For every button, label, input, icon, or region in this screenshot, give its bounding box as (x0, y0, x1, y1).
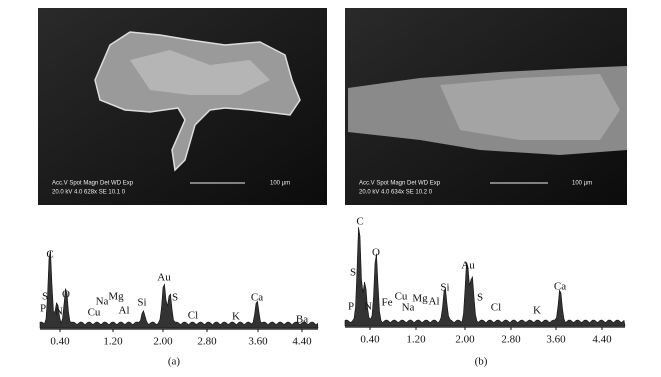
sem-info: 20.0 kV 4.0 628x SE 10.1 0 (52, 190, 126, 196)
x-tick-label: 3.60 (546, 334, 566, 346)
spectrum (344, 226, 626, 327)
x-tick-label: 2.80 (197, 336, 217, 348)
element-label: S (42, 291, 48, 303)
element-label: Al (429, 296, 440, 308)
caption: (b) (475, 356, 488, 368)
element-label: S (350, 267, 356, 279)
element-label: N (55, 306, 63, 318)
element-label: Mg (108, 291, 124, 303)
element-label: Cu (88, 307, 101, 319)
x-tick-label: 3.60 (248, 336, 268, 348)
specimen-texture (130, 50, 270, 95)
x-tick-label: 2.00 (153, 336, 173, 348)
element-label: Mg (412, 293, 428, 305)
element-label: Na (402, 302, 415, 314)
element-label: Cl (188, 310, 198, 322)
spectrum (39, 250, 319, 329)
element-label: Ba (296, 314, 308, 326)
element-label: O (372, 247, 380, 259)
x-tick-label: 1.20 (103, 336, 123, 348)
element-label: Fe (382, 297, 393, 309)
element-label: Si (137, 297, 146, 309)
element-label: S (172, 292, 178, 304)
scale-label: 100 µm (572, 181, 592, 187)
element-label: N (364, 301, 372, 313)
x-tick-label: 2.80 (501, 334, 521, 346)
element-label: Ca (251, 292, 263, 304)
element-label: Na (96, 296, 109, 308)
element-label: Cl (491, 302, 501, 314)
x-tick-label: 1.20 (406, 334, 426, 346)
element-label: S (477, 292, 483, 304)
caption: (a) (168, 356, 181, 368)
element-label: Al (119, 305, 130, 317)
sem-info: Acc.V Spot Magn Det WD Exp (52, 181, 134, 187)
element-label: Au (157, 272, 171, 284)
x-tick-label: 0.40 (360, 334, 380, 346)
element-label: K (533, 305, 541, 317)
element-label: Ca (554, 281, 566, 293)
element-label: K (232, 311, 240, 323)
element-label: P (348, 301, 354, 313)
x-tick-label: 4.40 (292, 336, 312, 348)
x-tick-label: 4.40 (592, 334, 612, 346)
scale-label: 100 µm (270, 181, 290, 187)
element-label: Cu (395, 291, 408, 303)
element-label: P (40, 303, 46, 315)
element-label: O (62, 289, 70, 301)
element-label: C (356, 216, 363, 228)
x-tick-label: 2.00 (455, 334, 475, 346)
element-label: C (46, 249, 53, 261)
specimen-texture (440, 74, 620, 140)
element-label: Au (461, 260, 475, 272)
element-label: Si (440, 282, 449, 294)
x-tick-label: 0.40 (50, 336, 70, 348)
sem-info: Acc.V Spot Magn Det WD Exp (359, 181, 441, 187)
sem-info: 20.0 kV 4.0 634x SE 10.2 0 (359, 190, 433, 196)
